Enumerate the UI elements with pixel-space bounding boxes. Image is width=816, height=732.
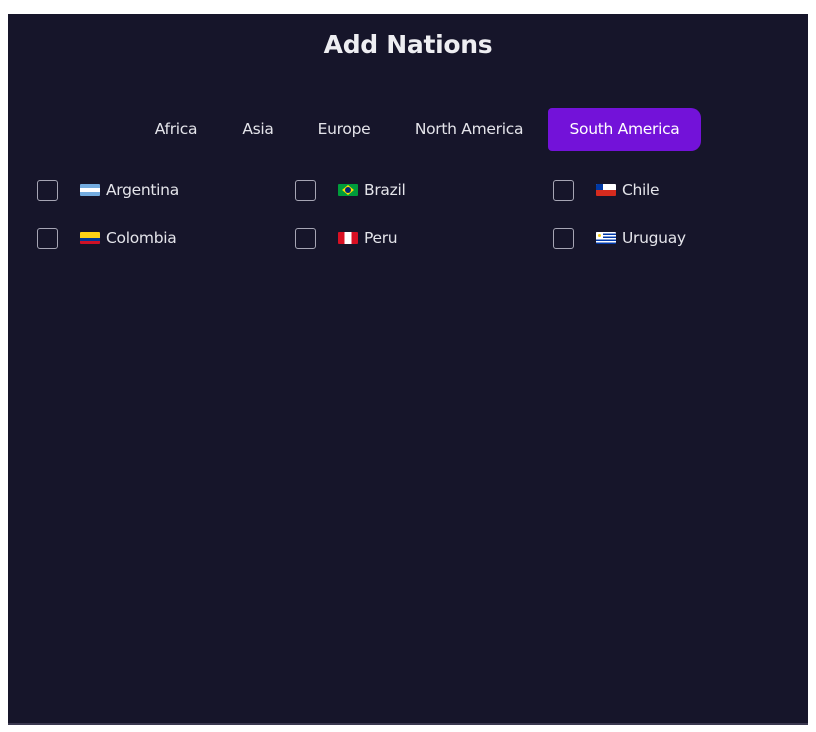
- add-nations-dialog: Add Nations Africa Asia Europe North Ame…: [8, 14, 808, 725]
- checkbox[interactable]: [553, 179, 574, 201]
- tab-south-america[interactable]: South America: [548, 108, 701, 151]
- peru-flag-icon: [338, 232, 358, 244]
- nation-item-brazil[interactable]: Brazil: [295, 179, 406, 201]
- nation-label: Uruguay: [622, 229, 686, 247]
- checkbox[interactable]: [37, 227, 58, 249]
- nation-label: Argentina: [106, 181, 179, 199]
- tab-europe[interactable]: Europe: [317, 120, 371, 138]
- checkbox[interactable]: [295, 179, 316, 201]
- tab-africa[interactable]: Africa: [154, 120, 198, 138]
- checkbox[interactable]: [37, 179, 58, 201]
- nation-item-colombia[interactable]: Colombia: [37, 227, 177, 249]
- nation-item-peru[interactable]: Peru: [295, 227, 398, 249]
- nation-label: Peru: [364, 229, 398, 247]
- nation-label: Colombia: [106, 229, 177, 247]
- colombia-flag-icon: [80, 232, 100, 244]
- nation-label: Chile: [622, 181, 660, 199]
- nation-item-argentina[interactable]: Argentina: [37, 179, 179, 201]
- checkbox[interactable]: [295, 227, 316, 249]
- nation-label: Brazil: [364, 181, 406, 199]
- dialog-title: Add Nations: [323, 30, 493, 59]
- tab-asia[interactable]: Asia: [242, 120, 274, 138]
- tab-north-america[interactable]: North America: [414, 120, 524, 138]
- argentina-flag-icon: [80, 184, 100, 196]
- uruguay-flag-icon: [596, 232, 616, 244]
- chile-flag-icon: [596, 184, 616, 196]
- checkbox[interactable]: [553, 227, 574, 249]
- brazil-flag-icon: [338, 184, 358, 196]
- nation-item-uruguay[interactable]: Uruguay: [553, 227, 686, 249]
- nation-item-chile[interactable]: Chile: [553, 179, 660, 201]
